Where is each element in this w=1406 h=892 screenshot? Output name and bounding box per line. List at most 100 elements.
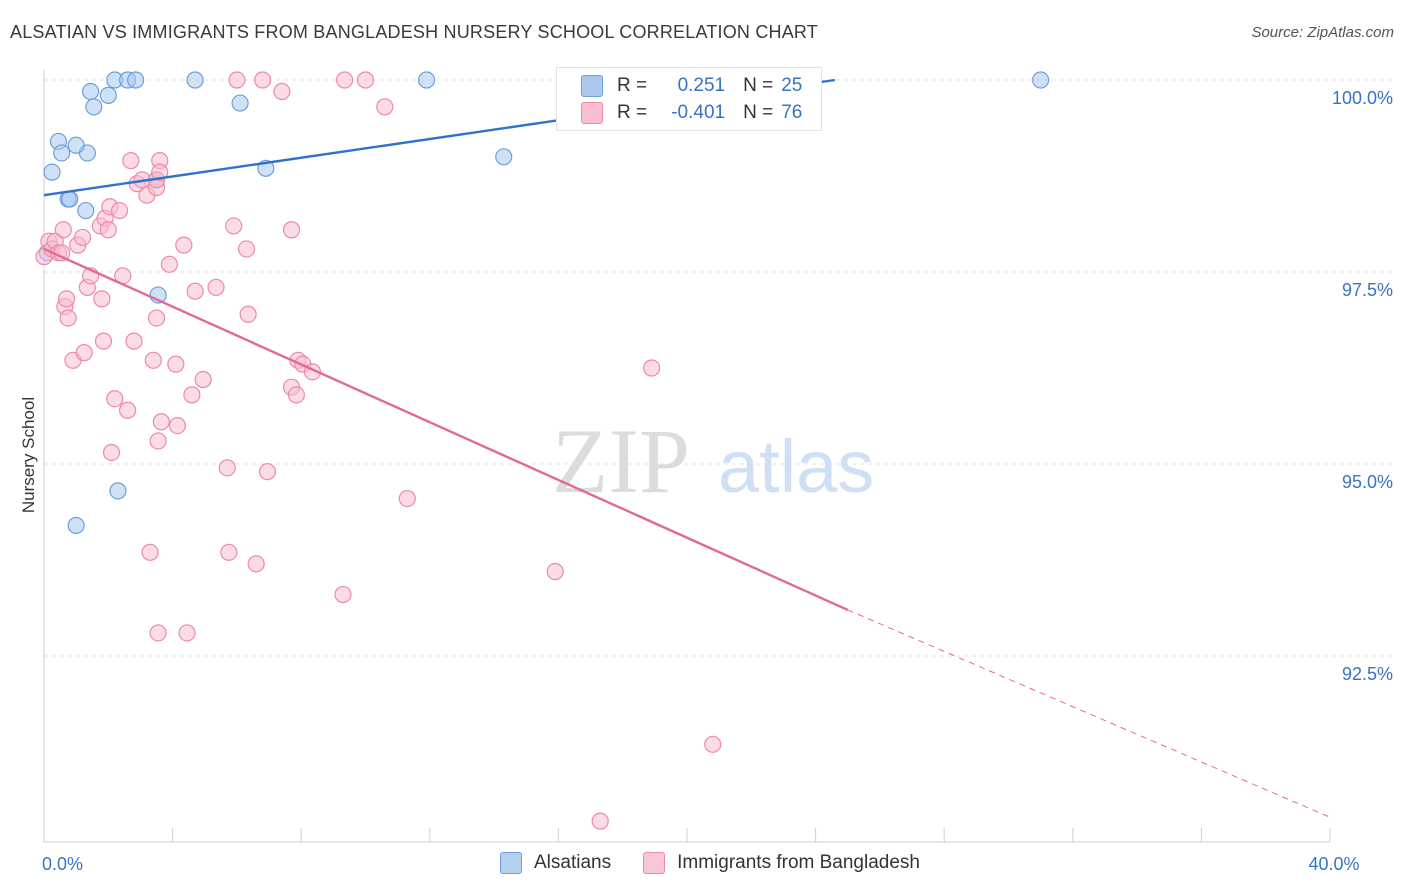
point-bangladesh [168, 417, 187, 435]
watermark: ZIP atlas [552, 410, 874, 512]
point-bangladesh [186, 282, 204, 300]
point-bangladesh [122, 152, 140, 170]
point-bangladesh [356, 71, 375, 89]
series-label-bangladesh: Immigrants from Bangladesh [677, 852, 920, 873]
point-bangladesh [94, 332, 113, 350]
legend-n-label: N = [743, 102, 774, 123]
y-tick-label: 92.5% [1342, 664, 1393, 684]
axes [43, 70, 1331, 843]
point-alsatians [109, 482, 127, 500]
y-tick-label: 97.5% [1342, 280, 1393, 300]
point-bangladesh [102, 443, 121, 462]
point-bangladesh [218, 459, 236, 477]
point-bangladesh [254, 71, 272, 89]
watermark-zip: ZIP [552, 410, 690, 512]
point-alsatians [67, 516, 85, 535]
point-bangladesh [247, 555, 265, 573]
point-bangladesh [376, 98, 394, 116]
point-bangladesh [152, 413, 170, 431]
legend-row-bangladesh: R = -0.401 N = 76 [581, 101, 802, 125]
point-alsatians [186, 71, 204, 89]
correlation-legend: R = 0.251 N = 25 R = -0.401 N = 76 [556, 67, 822, 131]
legend-swatch-bangladesh [581, 102, 603, 124]
point-bangladesh [336, 71, 354, 89]
point-bangladesh [151, 163, 169, 181]
point-bangladesh [273, 82, 291, 101]
point-bangladesh [287, 386, 305, 404]
legend-n-value: 76 [781, 102, 803, 123]
point-alsatians [82, 82, 100, 101]
point-alsatians [417, 71, 436, 89]
point-bangladesh [59, 309, 77, 327]
point-bangladesh [178, 624, 196, 642]
series-label-alsatians: Alsatians [534, 852, 612, 873]
point-bangladesh [239, 305, 257, 323]
y-axis-label: Nursery School [19, 397, 38, 513]
point-bangladesh [99, 221, 117, 239]
point-alsatians [77, 201, 95, 220]
legend-r-label: R = [617, 75, 648, 96]
series-swatch-alsatians [500, 852, 522, 874]
point-bangladesh [106, 390, 124, 408]
legend-n-label: N = [743, 75, 774, 96]
point-bangladesh [175, 236, 193, 254]
point-bangladesh [149, 624, 167, 642]
point-bangladesh [183, 386, 201, 404]
tick-labels: 100.0% 97.5% 95.0% 92.5% 0.0% 40.0% [42, 88, 1393, 874]
point-bangladesh [704, 735, 722, 753]
point-alsatians [1032, 71, 1050, 89]
point-bangladesh [643, 359, 661, 377]
point-bangladesh [110, 201, 129, 220]
chart-title: ALSATIAN VS IMMIGRANTS FROM BANGLADESH N… [10, 22, 819, 42]
point-bangladesh [160, 255, 178, 273]
source-label: Source: ZipAtlas.com [1251, 24, 1394, 41]
point-bangladesh [398, 489, 416, 508]
point-alsatians [127, 71, 145, 89]
legend-r-value: 0.251 [677, 75, 726, 96]
point-alsatians [495, 148, 513, 166]
point-alsatians [67, 136, 85, 154]
point-bangladesh [118, 401, 137, 419]
x-tick-label: 40.0% [1308, 854, 1359, 874]
point-alsatians [53, 144, 71, 162]
point-bangladesh [225, 217, 243, 235]
series-legend: Alsatians Immigrants from Bangladesh [500, 852, 952, 874]
y-tick-label: 95.0% [1342, 472, 1393, 492]
point-bangladesh [73, 228, 92, 247]
point-bangladesh [207, 278, 225, 296]
legend-row-alsatians: R = 0.251 N = 25 [581, 74, 802, 98]
point-bangladesh [93, 290, 111, 308]
data-points [35, 71, 1050, 830]
legend-swatch-alsatians [581, 75, 603, 97]
point-bangladesh [167, 355, 185, 373]
point-alsatians [43, 163, 61, 181]
point-bangladesh [75, 344, 93, 362]
point-alsatians [85, 98, 103, 116]
point-bangladesh [194, 370, 212, 389]
trend-line-bangladesh-extension [847, 609, 1331, 818]
legend-r-label: R = [617, 102, 648, 123]
point-bangladesh [147, 309, 166, 327]
legend-r-value: -0.401 [671, 102, 726, 123]
y-tick-label: 100.0% [1332, 88, 1393, 108]
watermark-atlas: atlas [718, 425, 874, 508]
series-swatch-bangladesh [643, 852, 666, 874]
point-bangladesh [546, 562, 564, 581]
series-legend-alsatians[interactable]: Alsatians [500, 852, 611, 874]
x-tick-label: 0.0% [42, 854, 83, 874]
trend-line-bangladesh [43, 247, 849, 612]
point-bangladesh [228, 71, 246, 89]
legend-n-value: 25 [781, 75, 803, 96]
point-bangladesh [125, 332, 143, 350]
series-legend-bangladesh[interactable]: Immigrants from Bangladesh [643, 852, 920, 874]
point-bangladesh [54, 221, 72, 239]
point-bangladesh [237, 240, 256, 258]
point-bangladesh [282, 221, 301, 239]
point-bangladesh [141, 543, 159, 561]
point-alsatians [99, 86, 117, 104]
point-alsatians [231, 94, 249, 112]
point-bangladesh [591, 812, 609, 830]
point-bangladesh [144, 351, 162, 369]
point-bangladesh [57, 290, 76, 308]
